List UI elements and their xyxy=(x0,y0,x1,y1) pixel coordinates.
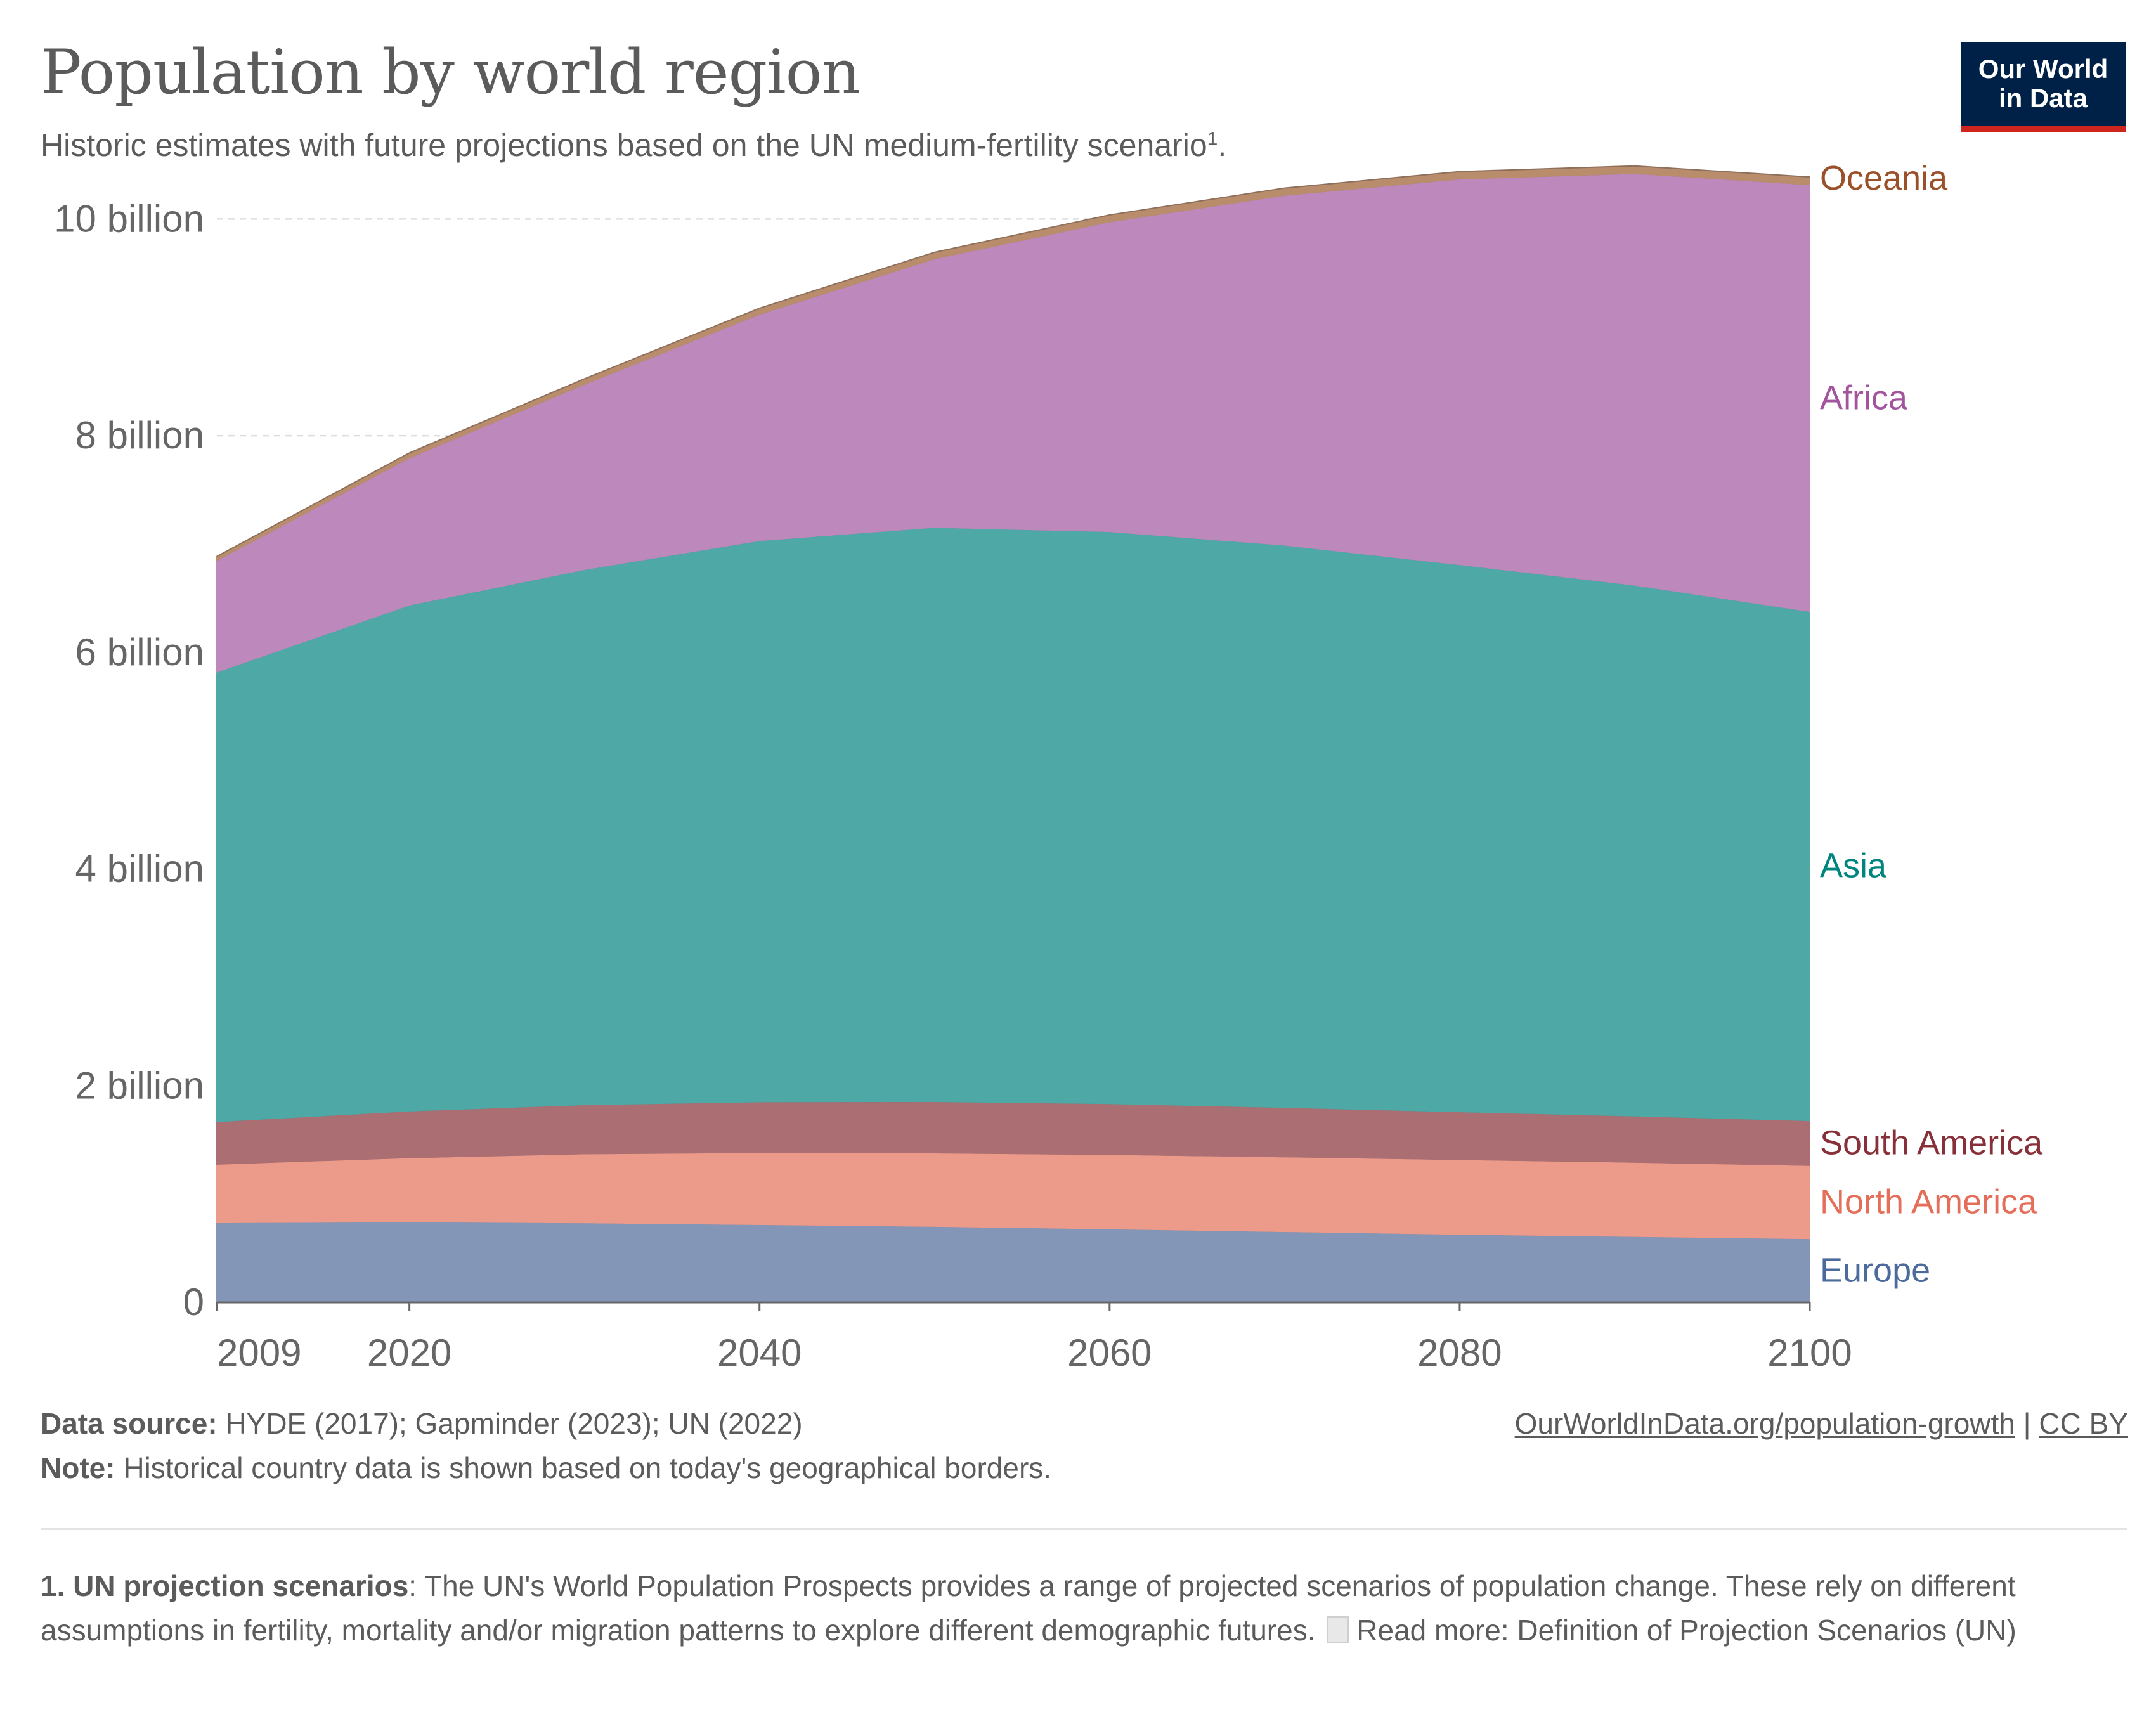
area-oceania[interactable] xyxy=(216,165,1810,562)
data-source-text: HYDE (2017); Gapminder (2023); UN (2022) xyxy=(225,1407,803,1440)
y-tick-label: 2 billion xyxy=(75,1064,204,1106)
chart-title: Population by world region xyxy=(41,37,860,108)
logo-line-1: Our World xyxy=(1978,54,2108,84)
footnote: 1. UN projection scenarios: The UN's Wor… xyxy=(41,1564,2095,1652)
data-source-line: Data source: HYDE (2017); Gapminder (202… xyxy=(41,1406,803,1441)
series-label-asia: Asia xyxy=(1820,847,1887,885)
y-tick-label: 4 billion xyxy=(75,848,204,890)
y-tick-label: 8 billion xyxy=(75,414,204,457)
subtitle-footnote-marker[interactable]: 1 xyxy=(1207,128,1218,150)
y-axis: 0 2 billion 4 billion 6 billion 8 billion 10 … xyxy=(54,197,204,1323)
footer-divider xyxy=(41,1528,2127,1530)
note-line: Note: Historical country data is shown b… xyxy=(41,1451,1051,1485)
x-axis: 2009 2020 2040 2060 2080 2100 xyxy=(216,1301,1852,1374)
series-label-europe: Europe xyxy=(1820,1252,1930,1290)
x-tick-label: 2080 xyxy=(1417,1332,1502,1374)
subtitle-text: Historic estimates with future projectio… xyxy=(41,127,1207,163)
note-text: Historical country data is shown based o… xyxy=(123,1451,1052,1484)
owid-logo[interactable]: Our World in Data xyxy=(1961,42,2126,132)
series-label-africa: Africa xyxy=(1820,379,1908,417)
x-tick-label: 2040 xyxy=(717,1332,802,1374)
y-tick-label: 6 billion xyxy=(75,631,204,673)
chart-subtitle: Historic estimates with future projectio… xyxy=(41,127,1226,164)
note-label: Note: xyxy=(41,1451,115,1484)
x-tick-label: 2100 xyxy=(1767,1332,1852,1374)
source-url-link[interactable]: OurWorldInData.org/population-growth xyxy=(1514,1407,2015,1440)
footnote-label: 1. UN projection scenarios xyxy=(41,1569,409,1602)
x-tick-label: 2060 xyxy=(1067,1332,1152,1374)
document-icon xyxy=(1327,1616,1349,1643)
series-label-south-america: South America xyxy=(1820,1124,2043,1162)
license-link[interactable]: CC BY xyxy=(2039,1407,2128,1440)
footnote-read-more-link[interactable]: Read more: Definition of Projection Scen… xyxy=(1356,1614,2016,1647)
y-tick-label: 0 xyxy=(183,1281,204,1323)
y-tick-label: 10 billion xyxy=(54,197,204,240)
stacked-area-chart: 0 2 billion 4 billion 6 billion 8 billion 10 … xyxy=(54,159,2043,1374)
footer-separator: | xyxy=(2023,1407,2031,1440)
area-edge-oceania xyxy=(216,165,1810,557)
data-source-label: Data source: xyxy=(41,1407,218,1440)
x-tick-label: 2020 xyxy=(367,1332,451,1374)
subtitle-end: . xyxy=(1218,127,1227,163)
x-tick-label: 2009 xyxy=(217,1332,301,1374)
footnote-text: : The UN's World Population Prospects pr… xyxy=(41,1569,2016,1647)
footer-links: OurWorldInData.org/population-growth | C… xyxy=(1515,1406,2128,1441)
logo-line-2: in Data xyxy=(1998,83,2088,113)
area-series[interactable] xyxy=(216,165,1810,1303)
series-label-north-america: North America xyxy=(1820,1183,2037,1221)
series-label-oceania: Oceania xyxy=(1820,159,1948,197)
area-asia[interactable] xyxy=(216,526,1810,1122)
series-labels: Europe North America South America Asia Afri… xyxy=(1820,159,2043,1289)
